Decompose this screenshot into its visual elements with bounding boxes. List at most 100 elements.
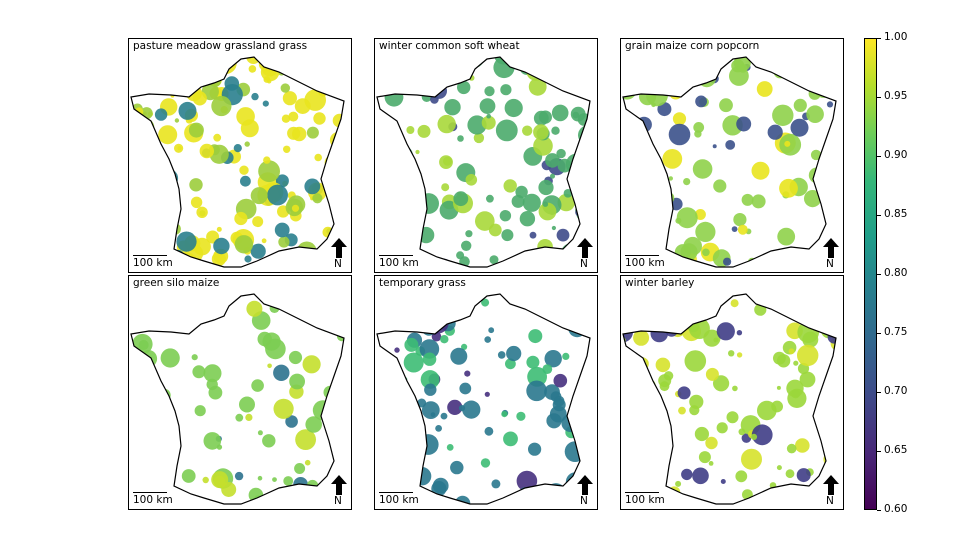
coverage-patch — [533, 110, 549, 126]
scale-label: 100 km — [625, 257, 665, 269]
coverage-patch — [751, 161, 770, 180]
france-outline — [622, 293, 837, 505]
coverage-patch — [473, 132, 485, 144]
coverage-patch — [132, 57, 140, 62]
panel-title: pasture meadow grassland grass — [133, 40, 308, 52]
coverage-patch — [262, 434, 276, 448]
coverage-patch — [304, 459, 311, 466]
coverage-patch — [167, 69, 179, 81]
coverage-patch — [388, 169, 403, 185]
coverage-patch — [236, 107, 255, 126]
coverage-patch — [261, 238, 267, 244]
coverage-patch — [808, 87, 821, 100]
coverage-patch — [444, 99, 461, 116]
coverage-patch — [377, 310, 386, 319]
coverage-patch — [420, 294, 434, 303]
coverage-patch — [720, 479, 726, 484]
coverage-patch — [385, 163, 398, 176]
coverage-patch — [651, 80, 665, 94]
coverage-patch — [379, 177, 391, 190]
coverage-patch — [676, 207, 698, 229]
coverage-patch — [383, 396, 394, 407]
coverage-patch — [687, 319, 700, 333]
coverage-patch — [335, 212, 344, 233]
coverage-patch — [244, 141, 250, 147]
coverage-patch — [736, 352, 743, 358]
panel-title: winter barley — [625, 277, 695, 289]
north-label: N — [580, 258, 588, 270]
coverage-patch — [623, 222, 629, 237]
coverage-patch — [467, 115, 487, 135]
coverage-patch — [810, 149, 822, 161]
coverage-patch — [407, 194, 423, 210]
coverage-patch — [716, 422, 728, 434]
colorbar — [864, 38, 877, 510]
coverage-patch — [420, 294, 436, 306]
colorbar-tick-label: 0.95 — [884, 90, 908, 102]
map-panel-temporary-grass: temporary grass 100 km N — [374, 275, 598, 510]
coverage-patch — [522, 193, 541, 212]
coverage-patch — [553, 373, 568, 388]
coverage-patch — [807, 258, 818, 267]
coverage-patch — [188, 122, 204, 138]
coverage-patch — [285, 415, 298, 428]
coverage-patch — [322, 249, 328, 255]
coverage-patch — [491, 479, 501, 489]
coverage-patch — [398, 296, 419, 318]
coverage-patch — [132, 411, 152, 431]
coverage-patch — [414, 62, 424, 73]
coverage-patch — [412, 204, 422, 215]
coverage-patch — [131, 225, 139, 242]
coverage-patch — [635, 357, 649, 371]
coverage-patch — [750, 433, 758, 440]
coverage-patch — [312, 193, 323, 204]
coverage-patch — [288, 350, 303, 365]
coverage-patch — [421, 401, 440, 419]
coverage-patch — [694, 130, 702, 138]
coverage-patch — [448, 63, 455, 70]
coverage-patch — [240, 175, 251, 187]
coverage-patch — [215, 57, 237, 74]
coverage-patch — [147, 204, 157, 215]
coverage-patch — [644, 450, 653, 459]
coverage-patch — [377, 228, 387, 244]
coverage-patch — [630, 143, 652, 166]
coverage-patch — [292, 126, 307, 142]
coverage-patch — [627, 225, 645, 243]
coverage-patch — [461, 343, 468, 350]
coverage-patch — [786, 443, 797, 454]
coverage-patch — [274, 222, 290, 238]
coverage-patch — [377, 165, 381, 173]
coverage-patch — [178, 101, 197, 120]
coverage-patch — [132, 68, 143, 79]
coverage-patch — [336, 206, 344, 218]
coverage-patch — [419, 339, 440, 359]
coverage-patch — [206, 378, 218, 391]
coverage-patch — [556, 148, 566, 159]
coverage-patch — [192, 91, 207, 106]
coverage-patch — [751, 424, 773, 446]
coverage-patch — [168, 76, 175, 82]
coverage-patch — [131, 169, 150, 191]
coverage-patch — [163, 191, 179, 206]
coverage-patch — [675, 217, 682, 224]
coverage-patch — [526, 355, 540, 369]
coverage-patch — [821, 425, 836, 448]
coverage-patch — [736, 116, 752, 132]
coverage-patch — [181, 469, 196, 483]
coverage-patch — [213, 475, 226, 488]
coverage-patch — [390, 322, 395, 328]
coverage-patch — [519, 211, 536, 227]
coverage-patch — [148, 77, 161, 90]
coverage-patch — [171, 299, 186, 314]
coverage-patch — [551, 126, 560, 135]
coverage-patch — [636, 194, 645, 204]
coverage-patch — [705, 367, 719, 381]
coverage-patch — [418, 66, 437, 85]
coverage-patch — [486, 194, 494, 203]
coverage-patch — [659, 381, 670, 392]
coverage-patch — [213, 133, 222, 142]
colorbar-tick-label: 0.70 — [884, 385, 908, 397]
coverage-patch — [402, 411, 424, 433]
scale-label: 100 km — [133, 494, 173, 506]
